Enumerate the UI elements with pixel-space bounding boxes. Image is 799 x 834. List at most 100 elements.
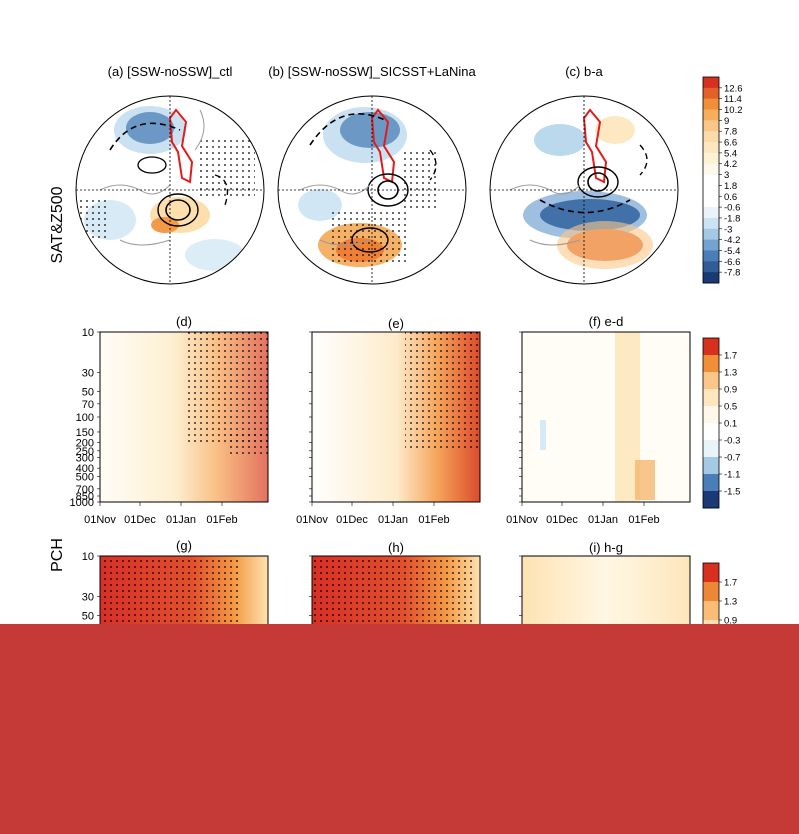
y-tick-label: 300: [76, 453, 94, 465]
x-tick-label: 01Nov: [84, 514, 116, 526]
colorbar-label: 6.6: [724, 138, 737, 149]
row-label-sat-z500: SAT&Z500: [49, 186, 66, 263]
colorbar-label: -1.1: [724, 470, 740, 481]
colorbar-swatch: [703, 142, 719, 154]
colorbar-swatch: [703, 582, 719, 602]
colorbar-label: 5.4: [724, 148, 737, 159]
panel-e-title: (e): [388, 316, 404, 331]
panel-f-title: (f) e-d: [589, 314, 624, 329]
colorbar-label: 12.6: [724, 83, 743, 94]
x-tick-label: 01Jan: [588, 514, 618, 526]
colorbar-swatch: [703, 389, 719, 407]
colorbar-label: 0.5: [724, 402, 737, 413]
colorbar-swatch: [703, 163, 719, 175]
y-tick-label: 70: [82, 399, 94, 411]
x-tick-label: 01Jan: [166, 514, 196, 526]
panel-a-title: (a) [SSW-noSSW]_ctl: [108, 64, 233, 79]
colorbar-label: 0.9: [724, 616, 737, 627]
x-tick-label: 01Dec: [336, 514, 368, 526]
colorbar-label: 7.8: [724, 127, 737, 138]
colorbar-height-time: 1.7 1.3 0.9 0.5 0.1 -0.3 -0.7 -1.1 -1.5: [702, 337, 740, 509]
x-tick-label: 01Feb: [418, 514, 449, 526]
x-tick-label: 01Dec: [124, 514, 156, 526]
colorbar-label: 1.8: [724, 181, 737, 192]
y-tick-label: 250: [76, 446, 94, 458]
y-tick-label: 50: [82, 386, 94, 398]
panel-i-title: (i) h-g: [589, 540, 623, 555]
colorbar-label: 11.4: [724, 94, 742, 105]
colorbar-label: -3: [724, 224, 732, 235]
colorbar-swatch: [703, 272, 719, 284]
panel-h-field: [312, 556, 480, 626]
y-tick-label: 200: [76, 438, 94, 450]
colorbar-swatch: [703, 355, 719, 373]
colorbar-label: -1.5: [724, 487, 740, 498]
colorbar-label: 0.9: [724, 385, 737, 396]
colorbar-swatch: [703, 185, 719, 197]
colorbar-label: -0.3: [724, 436, 740, 447]
colorbar-label: -6.6: [724, 257, 740, 268]
colorbar-label: 10.2: [724, 105, 743, 116]
y-tick-label: 30: [82, 592, 94, 604]
colorbar-swatch: [703, 261, 719, 273]
colorbar-swatch: [703, 406, 719, 424]
y-tick-label: 50: [82, 610, 94, 622]
colorbar-swatch: [703, 372, 719, 390]
colorbar-label: 1.3: [724, 368, 737, 379]
x-tick-label: 01Nov: [296, 514, 328, 526]
y-tick-label: 150: [76, 427, 94, 439]
sat-z500-row: SAT&Z500 (a) [SSW-noSSW]_ctl (b) [SSW-no…: [49, 64, 743, 285]
colorbar-swatch: [703, 131, 719, 143]
y-tick-label: 850: [76, 491, 94, 503]
colorbar-label: 4.2: [724, 159, 737, 170]
panel-b-title: (b) [SSW-noSSW]_SICSST+LaNina: [268, 64, 476, 79]
colorbar-swatch: [703, 250, 719, 262]
x-tick-label: 01Nov: [506, 514, 538, 526]
colorbar-label: 1.3: [724, 597, 737, 608]
colorbar-swatch: [703, 174, 719, 186]
y-tick-label: 10: [82, 551, 94, 563]
panel-h-title: (h): [388, 540, 404, 555]
y-tick-label: 30: [82, 368, 94, 380]
colorbar-label: 0.1: [724, 419, 737, 430]
colorbar-sat-z500: 12.611.410.297.86.65.44.231.80.6-0.6-1.8…: [702, 76, 743, 284]
panel-g-title: (g): [176, 538, 192, 553]
y-tick-label: 10: [82, 327, 94, 339]
panel-e-field: [312, 332, 480, 502]
colorbar-swatch: [703, 228, 719, 241]
colorbar-swatch: [703, 109, 719, 121]
panel-f-field: [522, 332, 690, 502]
colorbar-swatch: [703, 423, 719, 441]
colorbar-swatch: [703, 207, 719, 219]
panel-d-field: [100, 332, 268, 502]
colorbar-swatch: [703, 601, 719, 621]
y-tick-label: 700: [76, 484, 94, 496]
colorbar-label: -7.8: [724, 268, 740, 279]
colorbar-swatch: [703, 87, 719, 100]
panel-d-title: (d): [176, 314, 192, 329]
colorbar-swatch: [703, 491, 719, 509]
row-label-pch: PCH: [49, 538, 66, 572]
colorbar-label: 1.7: [724, 351, 737, 362]
colorbar-label: -4.2: [724, 235, 740, 246]
colorbar-swatch: [703, 474, 719, 492]
colorbar-swatch: [703, 77, 719, 89]
colorbar-label: -5.4: [724, 246, 740, 257]
x-tick-label: 01Feb: [206, 514, 237, 526]
redaction-block: [0, 624, 799, 834]
colorbar-label: 1.7: [724, 578, 737, 589]
panel-g-field: [100, 556, 268, 626]
colorbar-swatch: [703, 457, 719, 475]
y-tick-label: 500: [76, 471, 94, 483]
colorbar-swatch: [703, 152, 719, 165]
colorbar-swatch: [703, 440, 719, 458]
x-tick-label: 01Jan: [378, 514, 408, 526]
colorbar-swatch: [703, 217, 719, 230]
x-tick-label: 01Feb: [628, 514, 659, 526]
colorbar-label: -0.7: [724, 453, 740, 464]
x-tick-label: 01Dec: [546, 514, 578, 526]
y-tick-label: 1000: [70, 497, 94, 509]
